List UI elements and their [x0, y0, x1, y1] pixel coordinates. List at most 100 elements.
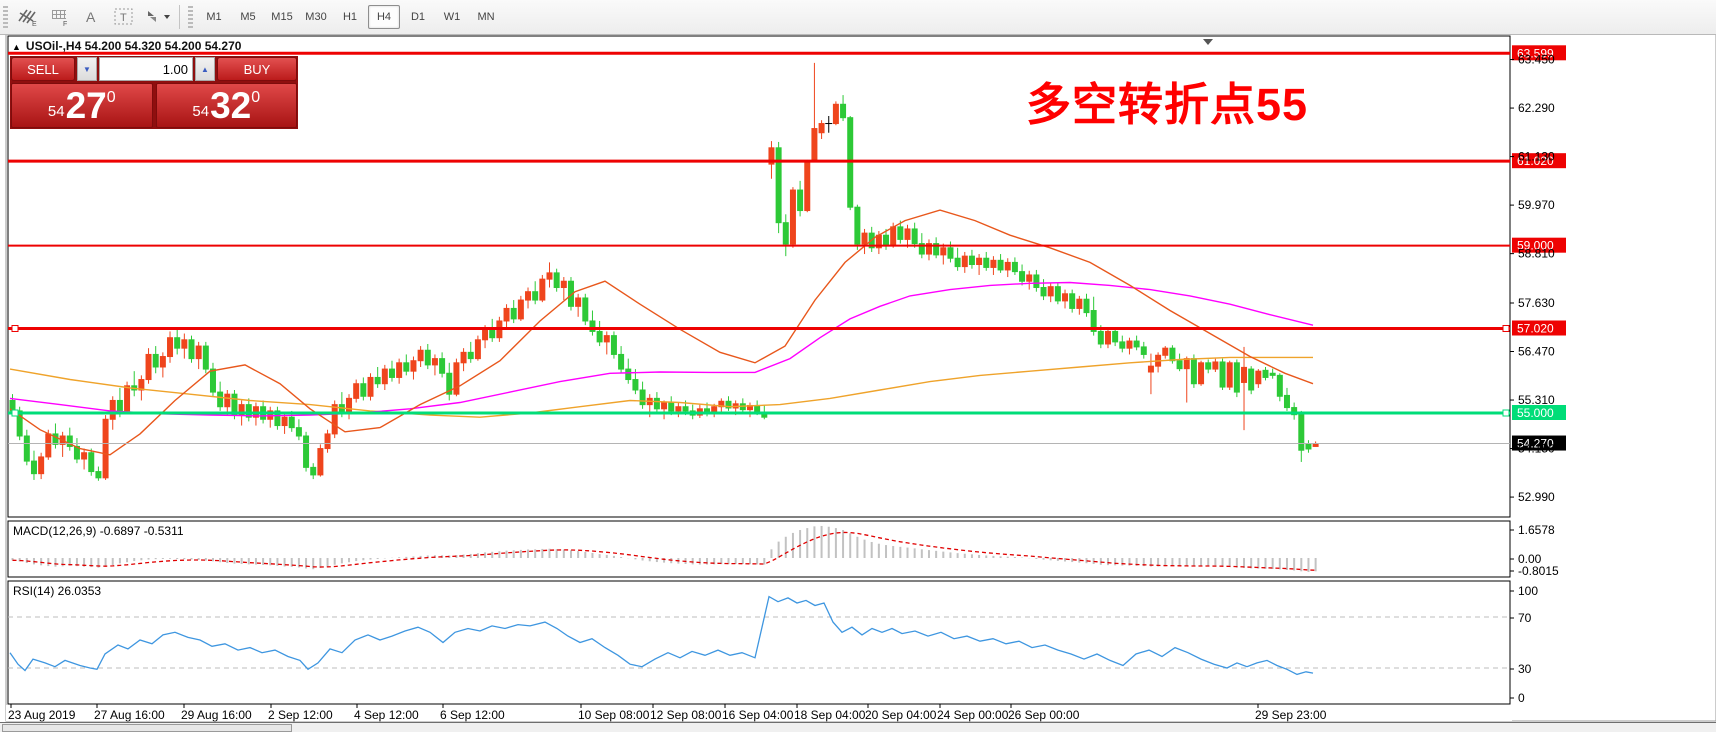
rsi-line: [9, 595, 1314, 676]
svg-text:56.470: 56.470: [1518, 345, 1555, 359]
current-price-label: [1512, 435, 1566, 451]
svg-text:61.020: 61.020: [1517, 154, 1554, 168]
timeframe-button-d1[interactable]: D1: [410, 11, 426, 23]
svg-text:1.6578: 1.6578: [1518, 523, 1555, 537]
arrows-tool-icon[interactable]: [141, 4, 173, 30]
rsi-indicator-label: RSI(14) 26.0353: [13, 584, 102, 598]
price-axis[interactable]: 63.450 62.290 61.130 59.970 58.810 57.630 56.4…: [1510, 53, 1555, 505]
buy-price-sup: 0: [251, 88, 261, 106]
svg-text:27 Aug 16:00: 27 Aug 16:00: [94, 708, 165, 722]
macd-indicator-label: MACD(12,26,9) -0.6897 -0.5311: [13, 524, 184, 538]
symbol-ohlc-text: USOil-,H4 54.200 54.320 54.200 54.270: [25, 39, 242, 53]
svg-text:10 Sep 08:00: 10 Sep 08:00: [578, 708, 650, 722]
svg-text:62.290: 62.290: [1518, 101, 1555, 115]
macd-signal-line: [12, 531, 1316, 571]
timeframe-button-m15[interactable]: M15: [271, 11, 293, 23]
svg-text:F: F: [63, 21, 67, 27]
svg-text:16 Sep 04:00: 16 Sep 04:00: [722, 708, 794, 722]
svg-text:30: 30: [1518, 662, 1532, 676]
time-axis[interactable]: 23 Aug 2019 27 Aug 16:00 29 Aug 16:00 2 Sep…: [6, 704, 1512, 722]
svg-text:0: 0: [1518, 691, 1525, 705]
svg-text:63.450: 63.450: [1518, 53, 1555, 67]
hline-handle[interactable]: [1502, 325, 1510, 333]
buy-price-prefix: 54: [192, 103, 210, 120]
chart-annotation-text: 多空转折点55: [1026, 79, 1309, 130]
svg-text:57.020: 57.020: [1517, 322, 1554, 336]
svg-text:63.599: 63.599: [1517, 46, 1554, 60]
timeframe-button-m5[interactable]: M5: [240, 11, 256, 23]
hline-handle[interactable]: [11, 325, 19, 333]
rsi-series: 100 70 30 0: [8, 584, 1538, 705]
svg-text:55.000: 55.000: [1517, 406, 1554, 420]
ma-fast-orange: [9, 209, 1314, 456]
svg-text:4 Sep 12:00: 4 Sep 12:00: [354, 708, 419, 722]
hline-handle[interactable]: [11, 409, 19, 417]
svg-text:29 Sep 23:00: 29 Sep 23:00: [1255, 708, 1327, 722]
toolbar-drag-handle[interactable]: [3, 6, 8, 28]
macd-panel[interactable]: [7, 520, 1511, 578]
sell-price-sup: 0: [106, 88, 116, 106]
toolbar: E F A T: [0, 0, 1716, 35]
buy-price-button[interactable]: 54 32 0: [155, 83, 297, 128]
macd-series: 1.6578 0.00-0.8015: [11, 523, 1559, 578]
grid-icon[interactable]: F: [45, 4, 75, 30]
svg-text:24 Sep 00:00: 24 Sep 00:00: [937, 708, 1009, 722]
buy-price-big: 32: [210, 85, 252, 126]
svg-text:61.130: 61.130: [1518, 150, 1555, 164]
svg-text:26 Sep 00:00: 26 Sep 00:00: [1008, 708, 1080, 722]
svg-text:0.00: 0.00: [1518, 552, 1542, 566]
toolbar-drag-handle-2[interactable]: [188, 6, 193, 28]
svg-text:58.810: 58.810: [1518, 247, 1555, 261]
hline-handle[interactable]: [1502, 409, 1510, 417]
svg-text:54.270: 54.270: [1517, 437, 1554, 451]
svg-text:T: T: [120, 12, 127, 24]
svg-text:20 Sep 04:00: 20 Sep 04:00: [865, 708, 937, 722]
chart-shift-marker-icon: [1203, 39, 1213, 45]
volume-input[interactable]: [99, 57, 193, 81]
horizontal-lines: 63.599 61.020 59.000 57.020 55.000: [8, 45, 1566, 420]
ma-mid-magenta: [9, 281, 1314, 417]
timeframe-button-mn[interactable]: MN: [477, 11, 495, 23]
toolbar-separator: [179, 5, 180, 29]
svg-text:57.630: 57.630: [1518, 296, 1555, 310]
collapse-trade-panel-icon[interactable]: ▲: [12, 42, 21, 52]
text-icon[interactable]: A: [77, 4, 107, 30]
volume-decrease-button[interactable]: ▼: [77, 57, 97, 81]
svg-text:23 Aug 2019: 23 Aug 2019: [8, 708, 76, 722]
timeframe-button-m30[interactable]: M30: [305, 11, 327, 23]
timeframe-button-h4[interactable]: H4: [368, 5, 400, 29]
svg-text:29 Aug 16:00: 29 Aug 16:00: [181, 708, 252, 722]
sell-price-prefix: 54: [47, 103, 65, 120]
one-click-trade-panel: SELL ▼ ▲ BUY 54 27 0 54 32 0: [10, 56, 298, 129]
svg-text:-0.8015: -0.8015: [1518, 564, 1559, 578]
svg-text:18 Sep 04:00: 18 Sep 04:00: [794, 708, 866, 722]
ma-slow-gold: [9, 356, 1313, 418]
svg-text:54.150: 54.150: [1518, 442, 1555, 456]
minimized-window-sliver[interactable]: [2, 724, 292, 732]
volume-increase-button[interactable]: ▲: [195, 57, 215, 81]
svg-text:59.970: 59.970: [1518, 198, 1555, 212]
buy-button[interactable]: BUY: [217, 57, 297, 81]
timeframe-button-h1[interactable]: H1: [342, 11, 358, 23]
timeframe-group: M1 M5 M15 M30 H1 H4 D1 W1 MN: [197, 5, 503, 29]
sell-button[interactable]: SELL: [11, 57, 75, 81]
styles-icon[interactable]: E: [13, 4, 43, 30]
symbol-header: ▲ USOil-,H4 54.200 54.320 54.200 54.270: [12, 39, 241, 53]
svg-text:A: A: [86, 9, 96, 25]
bottom-strip: [0, 722, 1716, 732]
timeframe-button-w1[interactable]: W1: [443, 11, 461, 23]
timeframe-button-m1[interactable]: M1: [206, 11, 222, 23]
svg-text:59.000: 59.000: [1517, 239, 1554, 253]
sell-price-button[interactable]: 54 27 0: [11, 83, 153, 128]
svg-text:70: 70: [1518, 611, 1532, 625]
sell-price-big: 27: [65, 85, 107, 126]
svg-text:E: E: [32, 21, 37, 27]
svg-text:55.310: 55.310: [1518, 393, 1555, 407]
svg-text:12 Sep 08:00: 12 Sep 08:00: [650, 708, 722, 722]
svg-text:6 Sep 12:00: 6 Sep 12:00: [440, 708, 505, 722]
svg-text:52.990: 52.990: [1518, 490, 1555, 504]
text-label-icon[interactable]: T: [109, 4, 139, 30]
svg-text:2 Sep 12:00: 2 Sep 12:00: [268, 708, 333, 722]
